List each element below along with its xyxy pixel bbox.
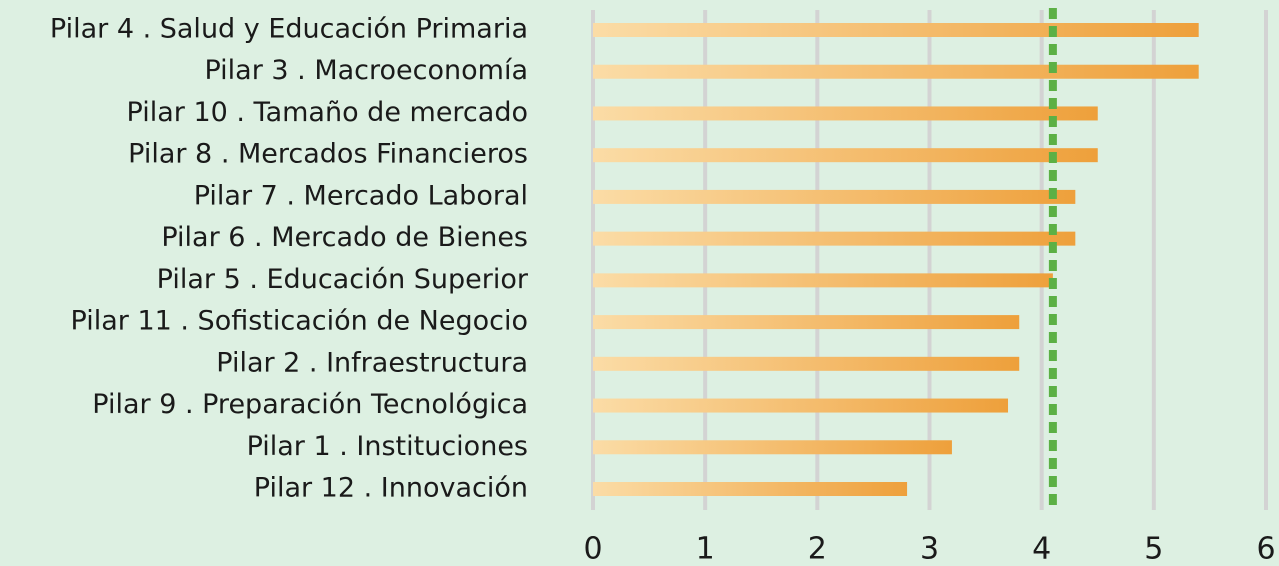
bar xyxy=(593,482,908,496)
y-tick-label: Pilar 7 . Mercado Laboral xyxy=(194,180,528,211)
y-tick-label: Pilar 4 . Salud y Educación Primaria xyxy=(50,14,528,45)
bar xyxy=(593,398,1009,413)
x-tick-label: 6 xyxy=(1256,532,1275,566)
bar xyxy=(593,231,1076,246)
y-tick-label: Pilar 6 . Mercado de Bienes xyxy=(161,222,528,253)
bar xyxy=(593,273,1053,288)
y-tick-label: Pilar 1 . Instituciones xyxy=(247,431,528,462)
bar xyxy=(593,106,1098,121)
x-tick-label: 0 xyxy=(583,532,602,566)
y-tick-label: Pilar 12 . Innovación xyxy=(254,473,528,504)
y-tick-label: Pilar 10 . Tamaño de mercado xyxy=(127,97,528,128)
y-tick-label: Pilar 5 . Educación Superior xyxy=(157,264,529,295)
bar xyxy=(593,23,1199,37)
bar xyxy=(593,64,1199,79)
bar xyxy=(593,356,1020,371)
x-tick-label: 1 xyxy=(696,532,715,566)
y-tick-label: Pilar 2 . Infraestructura xyxy=(216,347,528,378)
x-tick-label: 3 xyxy=(920,532,939,566)
x-tick-label: 4 xyxy=(1032,532,1051,566)
x-tick-label: 5 xyxy=(1144,532,1163,566)
x-tick-label: 2 xyxy=(808,532,827,566)
bar xyxy=(593,315,1020,330)
bar xyxy=(593,440,952,455)
bar xyxy=(593,148,1098,163)
y-tick-label: Pilar 8 . Mercados Financieros xyxy=(128,139,528,170)
y-tick-label: Pilar 3 . Macroeconomía xyxy=(204,55,528,86)
y-tick-label: Pilar 9 . Preparación Tecnológica xyxy=(92,389,528,420)
bar xyxy=(593,189,1076,204)
y-tick-label: Pilar 11 . Sofisticación de Negocio xyxy=(71,306,528,337)
